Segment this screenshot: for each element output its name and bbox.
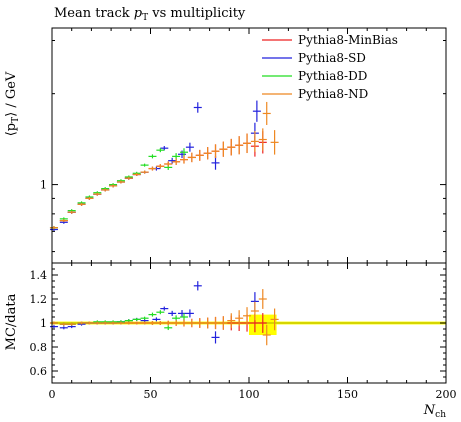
x-tick-label: 100 <box>239 388 260 401</box>
main-y-tick-label: 1 <box>40 179 47 192</box>
main-y-axis-label-subscript: T <box>11 117 21 123</box>
chart-title: Mean track pT vs multiplicity <box>54 6 246 23</box>
x-axis-label-symbol: N <box>423 403 436 418</box>
main-y-axis-label-rest: ⟩ / GeV <box>4 71 19 117</box>
ratio-y-tick-label: 1.4 <box>30 269 48 282</box>
chart-title-symbol: p <box>134 6 143 21</box>
x-tick-label: 0 <box>49 388 56 401</box>
ratio-y-tick-label: 0.8 <box>30 341 48 354</box>
chart-title-main: Mean track <box>54 6 134 21</box>
ratio-y-axis-label: MC/data <box>4 293 19 350</box>
legend-entry-label: Pythia8-MinBias <box>298 33 398 47</box>
ratio-series-layer <box>49 281 279 346</box>
series-layer <box>49 100 279 232</box>
series-pythia8-nd <box>49 101 279 230</box>
main-y-axis-label: ⟨pT⟩ / GeV <box>4 71 21 136</box>
legend-entry-label: Pythia8-DD <box>298 69 367 83</box>
x-tick-label: 150 <box>337 388 358 401</box>
ratio-y-tick-label: 1 <box>40 317 47 330</box>
x-axis-label-subscript: ch <box>435 410 446 420</box>
chart-title-subscript: T <box>142 13 148 23</box>
legend-entry-label: Pythia8-SD <box>298 51 366 65</box>
ratio-series-pythia8-nd <box>49 289 279 346</box>
ratio-y-tick-label: 1.2 <box>30 293 48 306</box>
x-axis-label: Nch <box>423 403 446 420</box>
x-tick-label: 200 <box>436 388 457 401</box>
ratio-y-tick-label: 0.6 <box>30 365 48 378</box>
legend: Pythia8-MinBias Pythia8-SD Pythia8-DD Pythi… <box>262 33 398 101</box>
main-y-axis-label-main: ⟨p <box>4 123 19 136</box>
ratio-panel-frame <box>51 262 447 384</box>
chart-title-rest: vs multiplicity <box>148 6 246 21</box>
x-tick-label: 50 <box>144 388 158 401</box>
legend-entry-label: Pythia8-ND <box>298 87 368 101</box>
